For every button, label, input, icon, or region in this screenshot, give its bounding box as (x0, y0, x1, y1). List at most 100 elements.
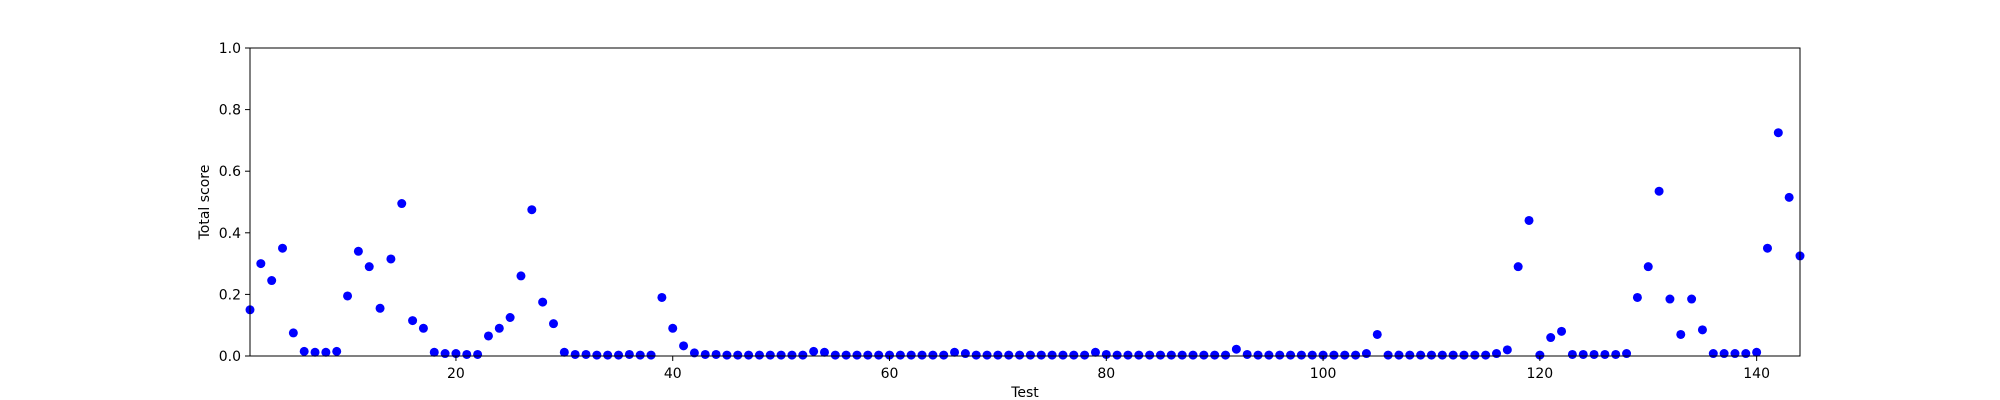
data-point (689, 348, 699, 358)
data-point (1318, 350, 1328, 360)
x-axis-label: Test (1010, 385, 1039, 400)
data-point (1253, 350, 1263, 360)
data-point (1459, 350, 1469, 360)
x-tick-label: 100 (1310, 366, 1337, 382)
data-point (614, 350, 624, 360)
y-axis-label: Total score (197, 165, 213, 241)
data-point (1340, 350, 1350, 360)
data-point (1643, 262, 1653, 272)
data-point (267, 276, 277, 286)
data-point (1567, 349, 1577, 359)
data-point (408, 316, 418, 326)
x-tick-label: 140 (1743, 366, 1770, 382)
y-axis: 0.0 0.2 0.4 0.6 0.8 1.0 (219, 41, 250, 365)
data-point (1242, 349, 1252, 359)
data-point (1069, 350, 1079, 360)
y-tick-label: 1.0 (219, 41, 241, 57)
data-point (1762, 243, 1772, 253)
data-point (1708, 349, 1718, 359)
data-point (1210, 350, 1220, 360)
data-point (1155, 350, 1165, 360)
data-point (516, 271, 526, 281)
data-point (1134, 350, 1144, 360)
data-point (1296, 350, 1306, 360)
data-point (1166, 350, 1176, 360)
data-point (830, 350, 840, 360)
data-point (1524, 215, 1534, 225)
x-tick-label: 40 (664, 366, 682, 382)
data-point (1416, 350, 1426, 360)
data-point (809, 346, 819, 356)
data-point (462, 349, 472, 359)
data-point (1307, 350, 1317, 360)
data-point (1752, 347, 1762, 357)
data-point (1589, 349, 1599, 359)
data-point (1090, 347, 1100, 357)
data-point (668, 323, 678, 333)
data-point (1676, 329, 1686, 339)
data-point (1101, 349, 1111, 359)
data-point (928, 350, 938, 360)
x-tick-label: 120 (1526, 366, 1553, 382)
data-point (1199, 350, 1209, 360)
data-point (418, 323, 428, 333)
data-point (505, 313, 515, 322)
data-point (950, 347, 960, 357)
data-point (1145, 350, 1155, 360)
data-point (744, 350, 754, 360)
data-point (1687, 294, 1697, 304)
data-point (1492, 349, 1501, 359)
data-point (527, 205, 537, 215)
data-point (754, 350, 764, 360)
data-point (885, 350, 895, 360)
data-point (1275, 350, 1285, 360)
data-point (1361, 349, 1371, 359)
data-point (343, 291, 353, 301)
data-point (1773, 128, 1783, 138)
data-point (1036, 350, 1046, 360)
data-point (1557, 326, 1567, 336)
x-tick-label: 20 (447, 366, 465, 382)
data-point (895, 350, 905, 360)
plot-frame (249, 47, 1801, 357)
data-point (679, 341, 689, 351)
data-point (1654, 186, 1664, 196)
data-point (1741, 349, 1751, 359)
data-point (1112, 350, 1122, 360)
data-point (733, 350, 743, 360)
data-point (1784, 192, 1794, 202)
data-point (256, 259, 266, 269)
data-point (1231, 344, 1241, 354)
y-tick-label: 0.6 (219, 164, 241, 180)
data-point (982, 350, 992, 360)
x-tick-label: 60 (881, 366, 899, 382)
data-point (1025, 350, 1035, 360)
data-point (635, 350, 645, 360)
data-point (1632, 292, 1642, 302)
data-point (483, 331, 493, 341)
data-point (1004, 350, 1014, 360)
x-tick-label: 80 (1097, 366, 1115, 382)
data-point (570, 349, 580, 359)
data-point (819, 347, 829, 357)
data-point (310, 347, 320, 357)
data-point (1426, 350, 1436, 360)
data-point (429, 347, 439, 357)
data-point (1372, 329, 1382, 339)
data-point (1286, 350, 1296, 360)
data-point (960, 349, 970, 359)
data-point (278, 243, 288, 253)
data-point (646, 350, 656, 360)
data-point (364, 262, 374, 272)
data-point (971, 350, 981, 360)
y-tick-label: 0.0 (219, 349, 241, 365)
data-point (852, 350, 862, 360)
data-point (765, 350, 775, 360)
data-point (711, 349, 721, 359)
data-point (1329, 350, 1339, 360)
data-point (1015, 350, 1025, 360)
data-point (1719, 349, 1729, 359)
data-point (321, 347, 331, 357)
